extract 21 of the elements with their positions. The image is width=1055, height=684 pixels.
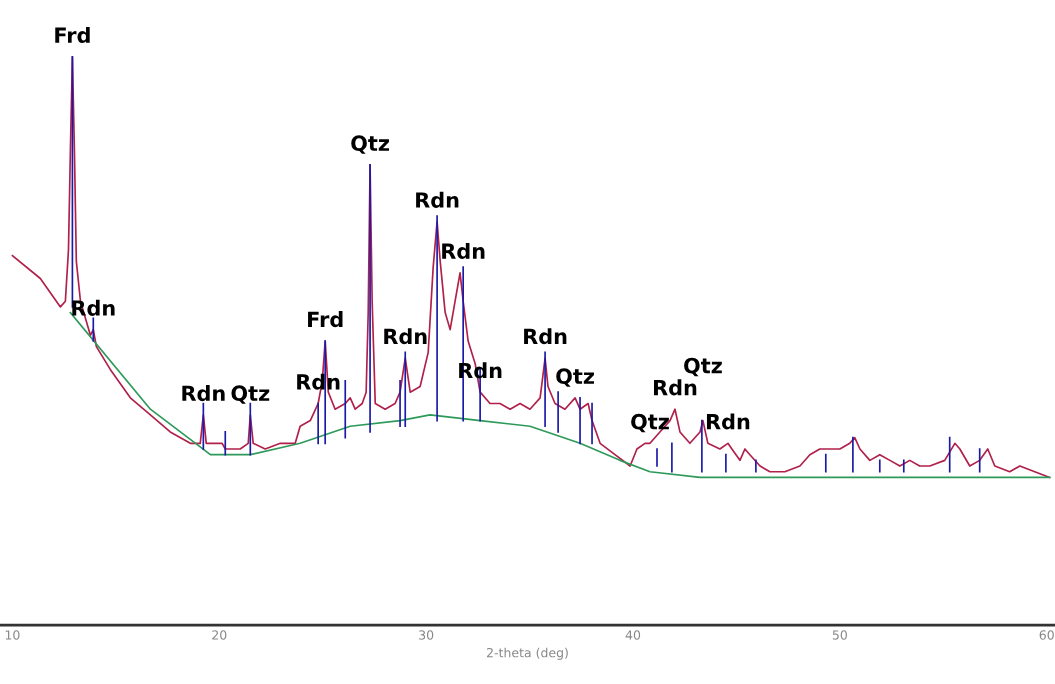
annotation: Qtz [351, 135, 389, 154]
annotation: Qtz [231, 385, 270, 404]
annotation: Frd [308, 311, 343, 328]
annotation: Rdn [524, 328, 567, 345]
annotation: Rdn [416, 191, 459, 208]
x-tick-label: 40 [625, 630, 641, 640]
x-tick-label: 30 [419, 630, 434, 640]
annotation: Rdn [384, 328, 427, 345]
annotation: Rdn [442, 242, 485, 260]
x-axis-title: 2-theta (deg) [487, 647, 568, 660]
annotation: Qtz [684, 357, 722, 377]
annotation: Qtz [631, 413, 669, 433]
annotation: Rdn [706, 413, 750, 430]
annotation: Qtz [556, 368, 594, 387]
x-tick-label: 20 [212, 630, 227, 640]
x-tick-label: 50 [832, 630, 847, 640]
annotation: Rdn [654, 379, 697, 396]
x-tick-label: 60 [1039, 630, 1054, 640]
annotation: Frd [55, 26, 90, 44]
annotation: Rdn [182, 385, 225, 402]
x-tick-label: 10 [5, 630, 20, 640]
